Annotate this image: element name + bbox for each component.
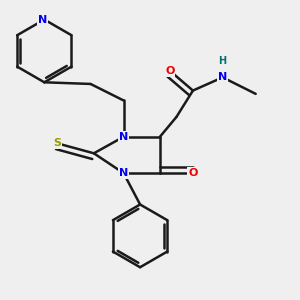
Text: N: N (38, 15, 47, 25)
Text: H: H (219, 56, 227, 66)
Text: N: N (218, 72, 227, 82)
Text: O: O (165, 66, 175, 76)
Text: S: S (53, 138, 62, 148)
Text: N: N (119, 168, 128, 178)
Text: O: O (188, 168, 198, 178)
Text: N: N (119, 132, 128, 142)
